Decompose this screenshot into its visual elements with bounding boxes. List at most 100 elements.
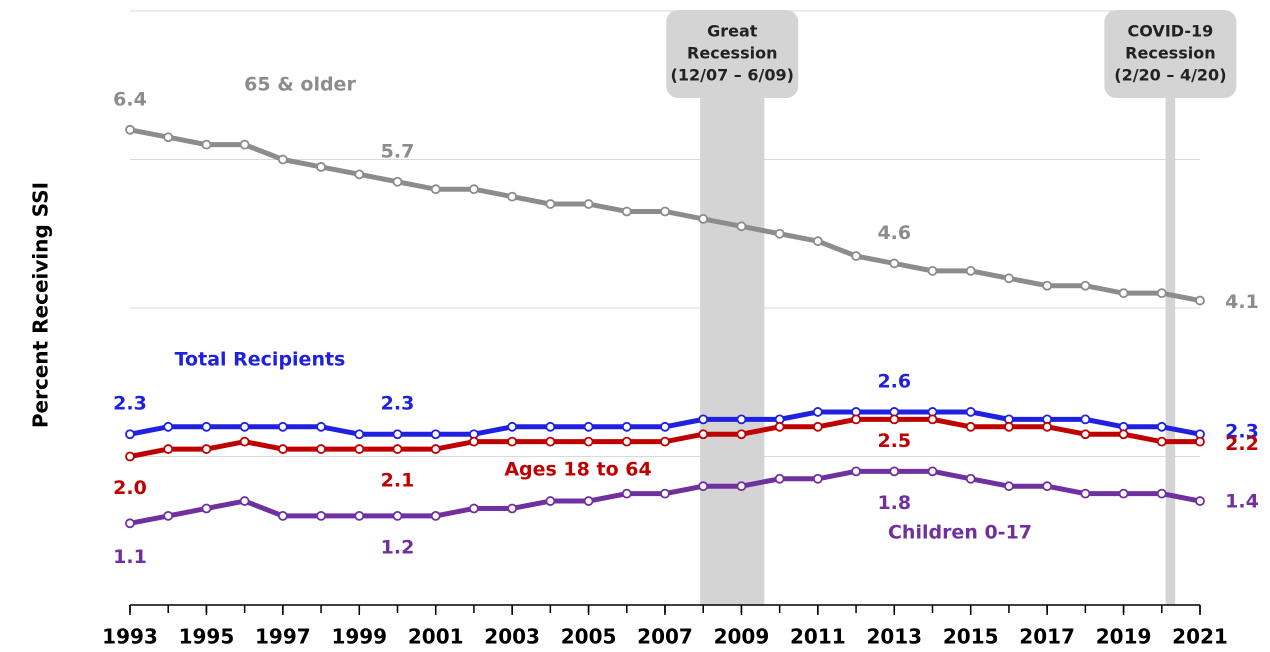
data-point bbox=[851, 466, 861, 477]
data-point bbox=[583, 199, 594, 209]
data-point bbox=[889, 258, 900, 269]
data-point bbox=[316, 421, 326, 432]
data-point bbox=[660, 206, 670, 217]
value-label: 2.2 bbox=[1225, 433, 1259, 455]
data-point bbox=[1156, 288, 1167, 299]
data-point bbox=[812, 421, 823, 432]
data-point bbox=[660, 488, 670, 499]
data-point bbox=[965, 407, 976, 417]
series-label: Children 0-17 bbox=[888, 522, 1032, 544]
data-point bbox=[277, 154, 288, 165]
data-point bbox=[812, 473, 823, 484]
data-point bbox=[1195, 496, 1205, 506]
value-label: 1.1 bbox=[113, 546, 147, 568]
data-point bbox=[163, 132, 174, 143]
data-point bbox=[1156, 421, 1167, 432]
recession-label: (2/20 – 4/20) bbox=[1114, 66, 1226, 85]
recession-band bbox=[1165, 95, 1176, 605]
value-label: 2.0 bbox=[113, 477, 147, 499]
data-point bbox=[125, 518, 135, 529]
value-label: 2.3 bbox=[1225, 421, 1259, 443]
data-point bbox=[277, 511, 288, 521]
data-point bbox=[1004, 481, 1014, 492]
x-tick-label: 2005 bbox=[561, 625, 617, 649]
value-label: 2.1 bbox=[381, 470, 415, 492]
data-point bbox=[965, 421, 976, 432]
data-point bbox=[583, 436, 594, 447]
data-point bbox=[1004, 273, 1014, 284]
data-point bbox=[736, 429, 747, 440]
data-point bbox=[201, 503, 212, 514]
data-point bbox=[125, 124, 135, 135]
data-point bbox=[965, 265, 976, 276]
data-point bbox=[545, 421, 556, 432]
data-point bbox=[316, 162, 326, 172]
data-point bbox=[621, 436, 632, 447]
data-point bbox=[1156, 488, 1167, 499]
data-point bbox=[392, 429, 403, 440]
data-point bbox=[430, 444, 441, 454]
data-point bbox=[1118, 288, 1129, 299]
data-point bbox=[239, 496, 250, 506]
recession-label: Great bbox=[707, 22, 758, 41]
recession-box bbox=[666, 10, 799, 98]
series-label: 65 & older bbox=[244, 74, 356, 96]
data-point bbox=[545, 496, 556, 506]
data-point bbox=[851, 251, 861, 261]
data-point bbox=[1156, 436, 1167, 447]
data-point bbox=[469, 436, 479, 447]
data-point bbox=[201, 444, 212, 454]
data-point bbox=[392, 176, 403, 187]
value-label: 1.2 bbox=[381, 536, 415, 558]
data-point bbox=[430, 429, 441, 440]
x-tick-label: 2011 bbox=[790, 625, 846, 649]
data-point bbox=[621, 421, 632, 432]
data-point bbox=[545, 199, 556, 209]
data-point bbox=[507, 421, 518, 432]
data-point bbox=[774, 421, 785, 432]
recession-box bbox=[1104, 10, 1237, 98]
data-point bbox=[812, 407, 823, 417]
data-point bbox=[774, 228, 785, 239]
data-point bbox=[621, 488, 632, 499]
data-point bbox=[507, 191, 518, 202]
data-point bbox=[277, 444, 288, 454]
data-point bbox=[125, 429, 135, 440]
data-point bbox=[469, 184, 479, 195]
data-point bbox=[583, 421, 594, 432]
recession-band bbox=[700, 95, 765, 605]
data-point bbox=[239, 436, 250, 447]
data-point bbox=[163, 421, 174, 432]
data-point bbox=[1080, 429, 1091, 440]
value-label: 4.1 bbox=[1225, 291, 1259, 313]
x-tick-label: 2021 bbox=[1172, 625, 1228, 649]
data-point bbox=[736, 414, 747, 425]
data-point bbox=[1042, 421, 1053, 432]
data-point bbox=[316, 511, 326, 521]
data-point bbox=[354, 511, 365, 521]
recession-label: Recession bbox=[687, 44, 777, 63]
series-label: Ages 18 to 64 bbox=[504, 459, 651, 481]
data-point bbox=[1195, 436, 1205, 447]
data-point bbox=[1080, 414, 1091, 425]
data-point bbox=[507, 503, 518, 514]
data-point bbox=[507, 436, 518, 447]
value-label: 6.4 bbox=[113, 88, 147, 110]
value-label: 5.7 bbox=[381, 140, 415, 162]
data-point bbox=[545, 436, 556, 447]
data-point bbox=[774, 473, 785, 484]
data-point bbox=[1080, 488, 1091, 499]
data-point bbox=[927, 414, 938, 425]
data-point bbox=[736, 221, 747, 232]
data-point bbox=[698, 213, 709, 224]
data-point bbox=[927, 466, 938, 477]
x-tick-label: 2015 bbox=[943, 625, 999, 649]
recession-label: (12/07 – 6/09) bbox=[671, 66, 794, 85]
value-label: 2.3 bbox=[113, 393, 147, 415]
data-point bbox=[889, 414, 900, 425]
data-point bbox=[698, 414, 709, 425]
data-point bbox=[239, 139, 250, 150]
data-point bbox=[354, 429, 365, 440]
data-point bbox=[1042, 280, 1053, 291]
